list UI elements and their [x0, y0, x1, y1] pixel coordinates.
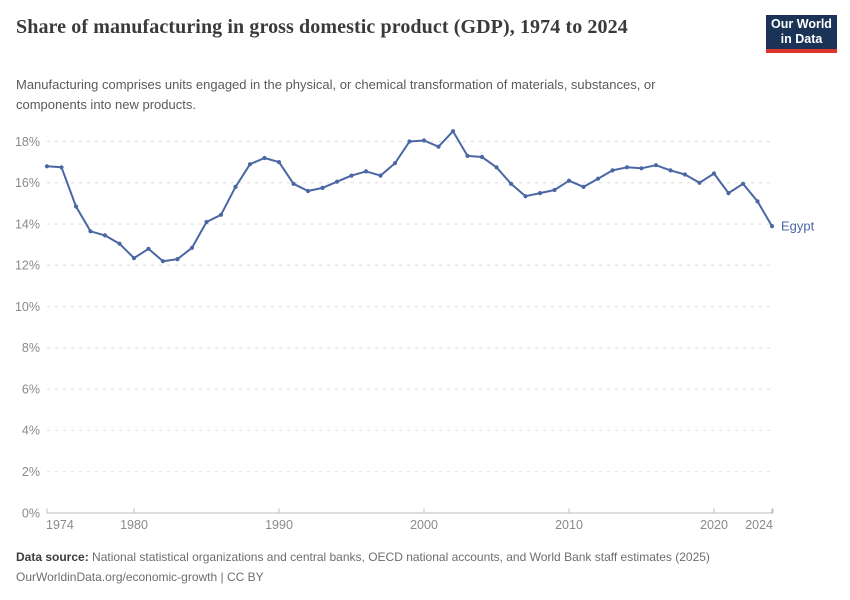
data-point[interactable]	[102, 233, 108, 238]
series-line-egypt[interactable]	[46, 130, 773, 263]
data-point[interactable]	[595, 176, 601, 181]
x-axis-tick-label: 2010	[555, 518, 583, 532]
data-point[interactable]	[740, 181, 746, 186]
data-point[interactable]	[465, 153, 470, 158]
y-axis-tick-label: 12%	[15, 259, 40, 273]
data-point[interactable]	[392, 161, 398, 166]
x-axis-tick-label: 2000	[410, 518, 438, 532]
x-axis-tick-label: 2024	[745, 518, 773, 532]
data-point[interactable]	[73, 204, 79, 209]
data-point[interactable]	[407, 139, 412, 144]
x-axis-tick-label: 1974	[46, 518, 74, 532]
license-separator: |	[217, 569, 227, 584]
data-point[interactable]	[450, 129, 456, 134]
data-point[interactable]	[320, 185, 325, 190]
y-axis-tick-label: 18%	[15, 135, 40, 149]
data-point[interactable]	[146, 246, 151, 251]
data-point[interactable]	[436, 144, 441, 149]
owid-logo-line2: in Data	[780, 32, 823, 46]
data-point[interactable]	[305, 188, 311, 194]
license-label[interactable]: CC BY	[227, 569, 264, 584]
data-source-label: Data source:	[16, 550, 89, 564]
data-point[interactable]	[639, 166, 644, 171]
data-point[interactable]	[552, 187, 557, 193]
data-point[interactable]	[697, 180, 702, 185]
data-point[interactable]	[537, 191, 543, 196]
data-point[interactable]	[276, 160, 282, 165]
data-point[interactable]	[160, 259, 166, 264]
data-point[interactable]	[566, 178, 572, 183]
license-line: OurWorldinData.org/economic-growth | CC …	[16, 568, 836, 588]
y-axis-tick-label: 10%	[15, 300, 40, 314]
data-point[interactable]	[131, 256, 137, 261]
data-point[interactable]	[334, 179, 340, 184]
x-axis-tick-label: 2020	[700, 518, 728, 532]
data-point[interactable]	[44, 164, 50, 169]
owid-logo[interactable]: Our World in Data	[766, 15, 837, 53]
data-point[interactable]	[175, 257, 180, 262]
owid-link[interactable]: OurWorldinData.org/economic-growth	[16, 569, 218, 584]
data-point[interactable]	[291, 181, 296, 186]
x-axis-tick-label: 1990	[265, 518, 293, 532]
data-point[interactable]	[204, 219, 209, 225]
data-point[interactable]	[421, 138, 427, 143]
chart-subtitle: Manufacturing comprises units engaged in…	[16, 77, 656, 112]
data-point[interactable]	[726, 191, 731, 196]
data-point[interactable]	[233, 184, 238, 189]
data-point[interactable]	[668, 168, 673, 173]
data-point[interactable]	[653, 163, 659, 168]
chart-footer: Data source: National statistical organi…	[16, 548, 836, 587]
data-point[interactable]	[378, 173, 383, 178]
data-point[interactable]	[494, 165, 499, 170]
chart-title: Share of manufacturing in gross domestic…	[16, 16, 628, 38]
data-point[interactable]	[523, 194, 528, 199]
data-point[interactable]	[581, 184, 586, 189]
data-point[interactable]	[610, 168, 615, 173]
data-point[interactable]	[218, 212, 224, 217]
data-point[interactable]	[262, 155, 267, 161]
data-point[interactable]	[117, 241, 122, 246]
y-axis-tick-label: 16%	[15, 176, 40, 190]
data-point[interactable]	[59, 165, 64, 170]
owid-logo-line1: Our World	[771, 17, 832, 31]
y-axis-tick-label: 14%	[15, 217, 40, 231]
y-axis-tick-label: 6%	[22, 383, 40, 397]
data-point[interactable]	[508, 181, 514, 186]
data-source-line: Data source: National statistical organi…	[16, 548, 836, 568]
data-point[interactable]	[711, 171, 717, 176]
y-axis-tick-label: 0%	[22, 506, 40, 520]
data-point[interactable]	[769, 224, 775, 229]
data-source-text: National statistical organizations and c…	[88, 550, 710, 564]
y-axis-tick-label: 2%	[22, 465, 40, 479]
data-point[interactable]	[682, 172, 688, 177]
data-point[interactable]	[247, 162, 253, 167]
y-axis-tick-label: 8%	[22, 341, 40, 355]
data-point[interactable]	[88, 229, 93, 234]
data-point[interactable]	[349, 173, 354, 178]
data-point[interactable]	[363, 169, 369, 174]
data-point[interactable]	[479, 154, 485, 160]
data-point[interactable]	[624, 165, 630, 170]
data-point[interactable]	[755, 199, 760, 204]
x-axis-tick-label: 1980	[120, 518, 148, 532]
entity-label[interactable]: Egypt	[781, 219, 815, 234]
y-axis-tick-label: 4%	[22, 424, 40, 438]
data-point[interactable]	[189, 245, 195, 250]
